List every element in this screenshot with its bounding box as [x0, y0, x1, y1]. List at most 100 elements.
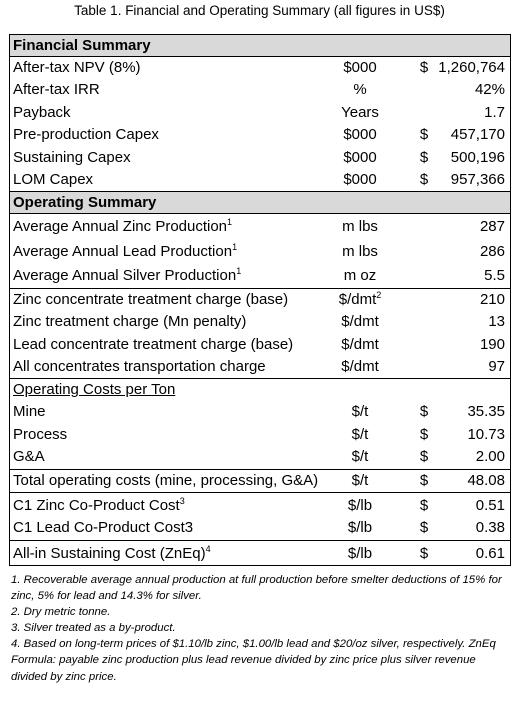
row-unit: $/dmt — [341, 335, 379, 353]
table-row-zinc-treatment-base: Zinc concentrate treatment charge (base)… — [10, 289, 510, 311]
row-label: Mine — [13, 403, 46, 421]
row-label: Sustaining Capex — [13, 148, 131, 166]
table-row-zinc-mn-penalty: Zinc treatment charge (Mn penalty) $/dmt… — [10, 311, 510, 333]
row-unit: $/t — [351, 425, 369, 443]
footnote-marker: 1 — [227, 217, 233, 228]
table-row-c1-lead: C1 Lead Co-Product Cost3 $/lb $ 0.38 — [10, 517, 510, 541]
row-value: 13 — [488, 313, 505, 331]
footnote-marker: 3 — [179, 495, 185, 506]
row-currency: $ — [419, 403, 429, 421]
section-title: Operating Summary — [13, 194, 157, 212]
row-value: 500,196 — [450, 148, 505, 166]
row-unit: $/t — [351, 471, 369, 489]
table-row-sustaining-capex: Sustaining Capex $000 $ 500,196 — [10, 147, 510, 169]
row-value: 0.61 — [475, 544, 505, 562]
table-row-transportation-charge: All concentrates transportation charge $… — [10, 356, 510, 380]
row-value: 210 — [479, 290, 505, 308]
row-unit: $/dmt — [341, 358, 379, 376]
footnote-marker: 1 — [236, 266, 242, 277]
row-value: 35.35 — [467, 403, 505, 421]
row-value: 286 — [479, 242, 505, 260]
footnote-3: 3. Silver treated as a by-product. — [11, 622, 176, 635]
row-label: Zinc concentrate treatment charge (base) — [13, 290, 289, 308]
row-currency: $ — [419, 544, 429, 562]
financial-summary-header: Financial Summary — [10, 35, 510, 57]
row-label: Average Annual Silver Production1 — [13, 266, 242, 285]
table-row-aisc: All-in Sustaining Cost (ZnEq)4 $/lb $ 0.… — [10, 541, 510, 566]
table-caption: Table 1. Financial and Operating Summary… — [74, 3, 445, 18]
table-row-lead-treatment-base: Lead concentrate treatment charge (base)… — [10, 334, 510, 356]
footnote-2: 2. Dry metric tonne. — [11, 606, 111, 619]
table-row-preproduction-capex: Pre-production Capex $000 $ 457,170 — [10, 124, 510, 146]
row-currency: $ — [419, 59, 429, 76]
table-row-g-and-a: G&A $/t $ 2.00 — [10, 446, 510, 470]
row-currency: $ — [419, 519, 429, 537]
row-unit: m oz — [343, 267, 377, 285]
row-label: After-tax IRR — [13, 81, 100, 99]
summary-table: Financial Summary After-tax NPV (8%) $00… — [9, 34, 511, 567]
row-label: Average Annual Zinc Production1 — [13, 217, 233, 236]
row-unit: $/lb — [347, 544, 373, 562]
row-currency: $ — [419, 170, 429, 188]
row-value: 957,366 — [450, 170, 505, 188]
row-unit: $000 — [343, 170, 377, 188]
footnote-marker: 1 — [232, 241, 238, 252]
table-row-silver-production: Average Annual Silver Production1 m oz 5… — [10, 263, 510, 289]
row-unit: $000 — [343, 126, 377, 144]
row-unit: $/lb — [347, 519, 373, 537]
row-value: 2.00 — [475, 448, 505, 466]
operating-costs-subheader: Operating Costs per Ton — [10, 379, 510, 401]
footnote-4: 4. Based on long-term prices of $1.10/lb… — [11, 638, 496, 683]
table-row-zinc-production: Average Annual Zinc Production1 m lbs 28… — [10, 214, 510, 239]
row-label: Total operating costs (mine, processing,… — [13, 471, 319, 489]
row-currency: $ — [419, 425, 429, 443]
row-label: All-in Sustaining Cost (ZnEq)4 — [13, 543, 211, 562]
row-label: LOM Capex — [13, 170, 94, 188]
row-label: Zinc treatment charge (Mn penalty) — [13, 313, 247, 331]
row-value: 190 — [479, 335, 505, 353]
row-label: G&A — [13, 448, 45, 466]
table-row-process: Process $/t $ 10.73 — [10, 424, 510, 446]
row-label: C1 Lead Co-Product Cost3 — [13, 519, 194, 537]
row-value: 457,170 — [450, 126, 505, 144]
row-unit: $/t — [351, 403, 369, 421]
row-value: 1.7 — [484, 103, 505, 121]
row-unit: m lbs — [342, 242, 378, 260]
table-row-c1-zinc: C1 Zinc Co-Product Cost3 $/lb $ 0.51 — [10, 493, 510, 518]
row-value: 1,260,764 — [438, 59, 505, 76]
row-label: Pre-production Capex — [13, 126, 159, 144]
table-row-irr: After-tax IRR % 42% — [10, 79, 510, 101]
row-label: Payback — [13, 103, 71, 121]
row-unit: $/t — [351, 448, 369, 466]
table-row-lead-production: Average Annual Lead Production1 m lbs 28… — [10, 239, 510, 264]
row-unit: $/dmt2 — [338, 289, 382, 308]
row-unit: % — [353, 81, 367, 99]
row-unit: Years — [341, 103, 379, 121]
row-label: Process — [13, 425, 68, 443]
row-value: 10.73 — [467, 425, 505, 443]
row-unit: m lbs — [342, 218, 378, 236]
footnotes: 1. Recoverable average annual production… — [11, 572, 511, 685]
table-row-total-operating-costs: Total operating costs (mine, processing,… — [10, 470, 510, 493]
row-currency: $ — [419, 448, 429, 466]
row-unit: $000 — [343, 148, 377, 166]
row-unit: $/dmt — [341, 313, 379, 331]
table-row-lom-capex: LOM Capex $000 $ 957,366 — [10, 169, 510, 193]
footnote-1: 1. Recoverable average annual production… — [11, 574, 502, 603]
row-label: Average Annual Lead Production1 — [13, 241, 238, 260]
row-label: All concentrates transportation charge — [13, 358, 266, 376]
row-label: C1 Zinc Co-Product Cost3 — [13, 495, 185, 514]
row-value: 97 — [488, 358, 505, 376]
row-currency: $ — [419, 148, 429, 166]
table-row-payback: Payback Years 1.7 — [10, 102, 510, 124]
subsection-title: Operating Costs per Ton — [13, 381, 176, 399]
row-label: Lead concentrate treatment charge (base) — [13, 335, 294, 353]
row-value: 5.5 — [484, 267, 505, 285]
row-value: 0.51 — [475, 496, 505, 514]
section-title: Financial Summary — [13, 37, 151, 54]
row-currency: $ — [419, 496, 429, 514]
row-value: 287 — [479, 218, 505, 236]
table-row-npv: After-tax NPV (8%) $000 $ 1,260,764 — [10, 57, 510, 79]
row-currency: $ — [419, 126, 429, 144]
footnote-marker: 2 — [376, 289, 382, 300]
